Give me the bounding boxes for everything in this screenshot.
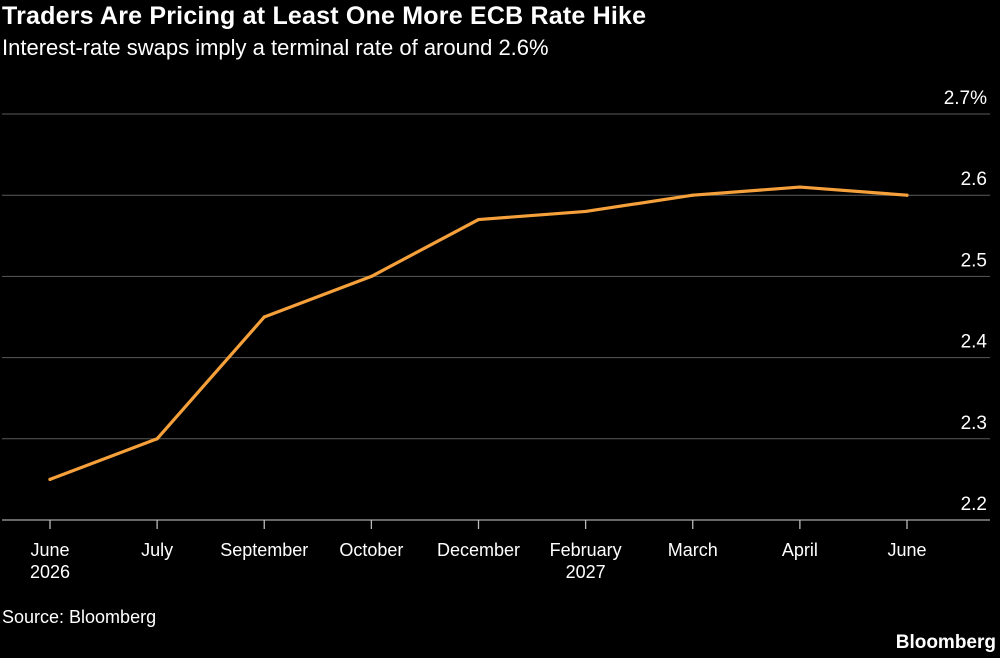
x-tick-label: July bbox=[141, 540, 173, 560]
data-point bbox=[262, 315, 266, 319]
x-tick-label: December bbox=[437, 540, 520, 560]
data-point bbox=[476, 217, 481, 222]
x-tick-label: February 2027 bbox=[550, 540, 622, 582]
y-axis-tick-labels: 2.2 2.3 2.4 2.5 2.6 2.7% bbox=[944, 88, 988, 515]
data-point bbox=[48, 477, 52, 481]
gridlines bbox=[2, 113, 990, 521]
y-tick-label: 2.6 bbox=[961, 169, 987, 190]
x-tick-label: June bbox=[887, 540, 926, 560]
chart-title: Traders Are Pricing at Least One More EC… bbox=[2, 2, 647, 30]
y-tick-label: 2.4 bbox=[961, 332, 988, 353]
data-point bbox=[798, 185, 802, 189]
data-point bbox=[691, 193, 695, 197]
data-point bbox=[905, 193, 909, 197]
x-tick-label: April bbox=[782, 540, 818, 560]
x-tick-label: March bbox=[668, 540, 718, 560]
y-tick-label: 2.5 bbox=[961, 250, 987, 271]
y-tick-label: 2.7% bbox=[944, 88, 987, 109]
data-point bbox=[584, 209, 588, 214]
x-tick-label: October bbox=[339, 540, 403, 560]
x-tick-label: September bbox=[220, 540, 308, 560]
source-note: Source: Bloomberg bbox=[2, 607, 157, 627]
data-point bbox=[155, 437, 159, 441]
series-layer bbox=[48, 185, 909, 481]
data-point bbox=[369, 274, 373, 278]
y-tick-label: 2.3 bbox=[961, 413, 987, 434]
x-axis-ticks: June 2026 July September October December Febr… bbox=[30, 520, 927, 582]
x-tick-label: June 2026 bbox=[30, 540, 70, 582]
chart-subtitle: Interest-rate swaps imply a terminal rat… bbox=[2, 35, 549, 60]
y-tick-label: 2.2 bbox=[961, 494, 987, 515]
series-line bbox=[48, 185, 909, 481]
brand-logo-text: Bloomberg bbox=[895, 632, 996, 653]
